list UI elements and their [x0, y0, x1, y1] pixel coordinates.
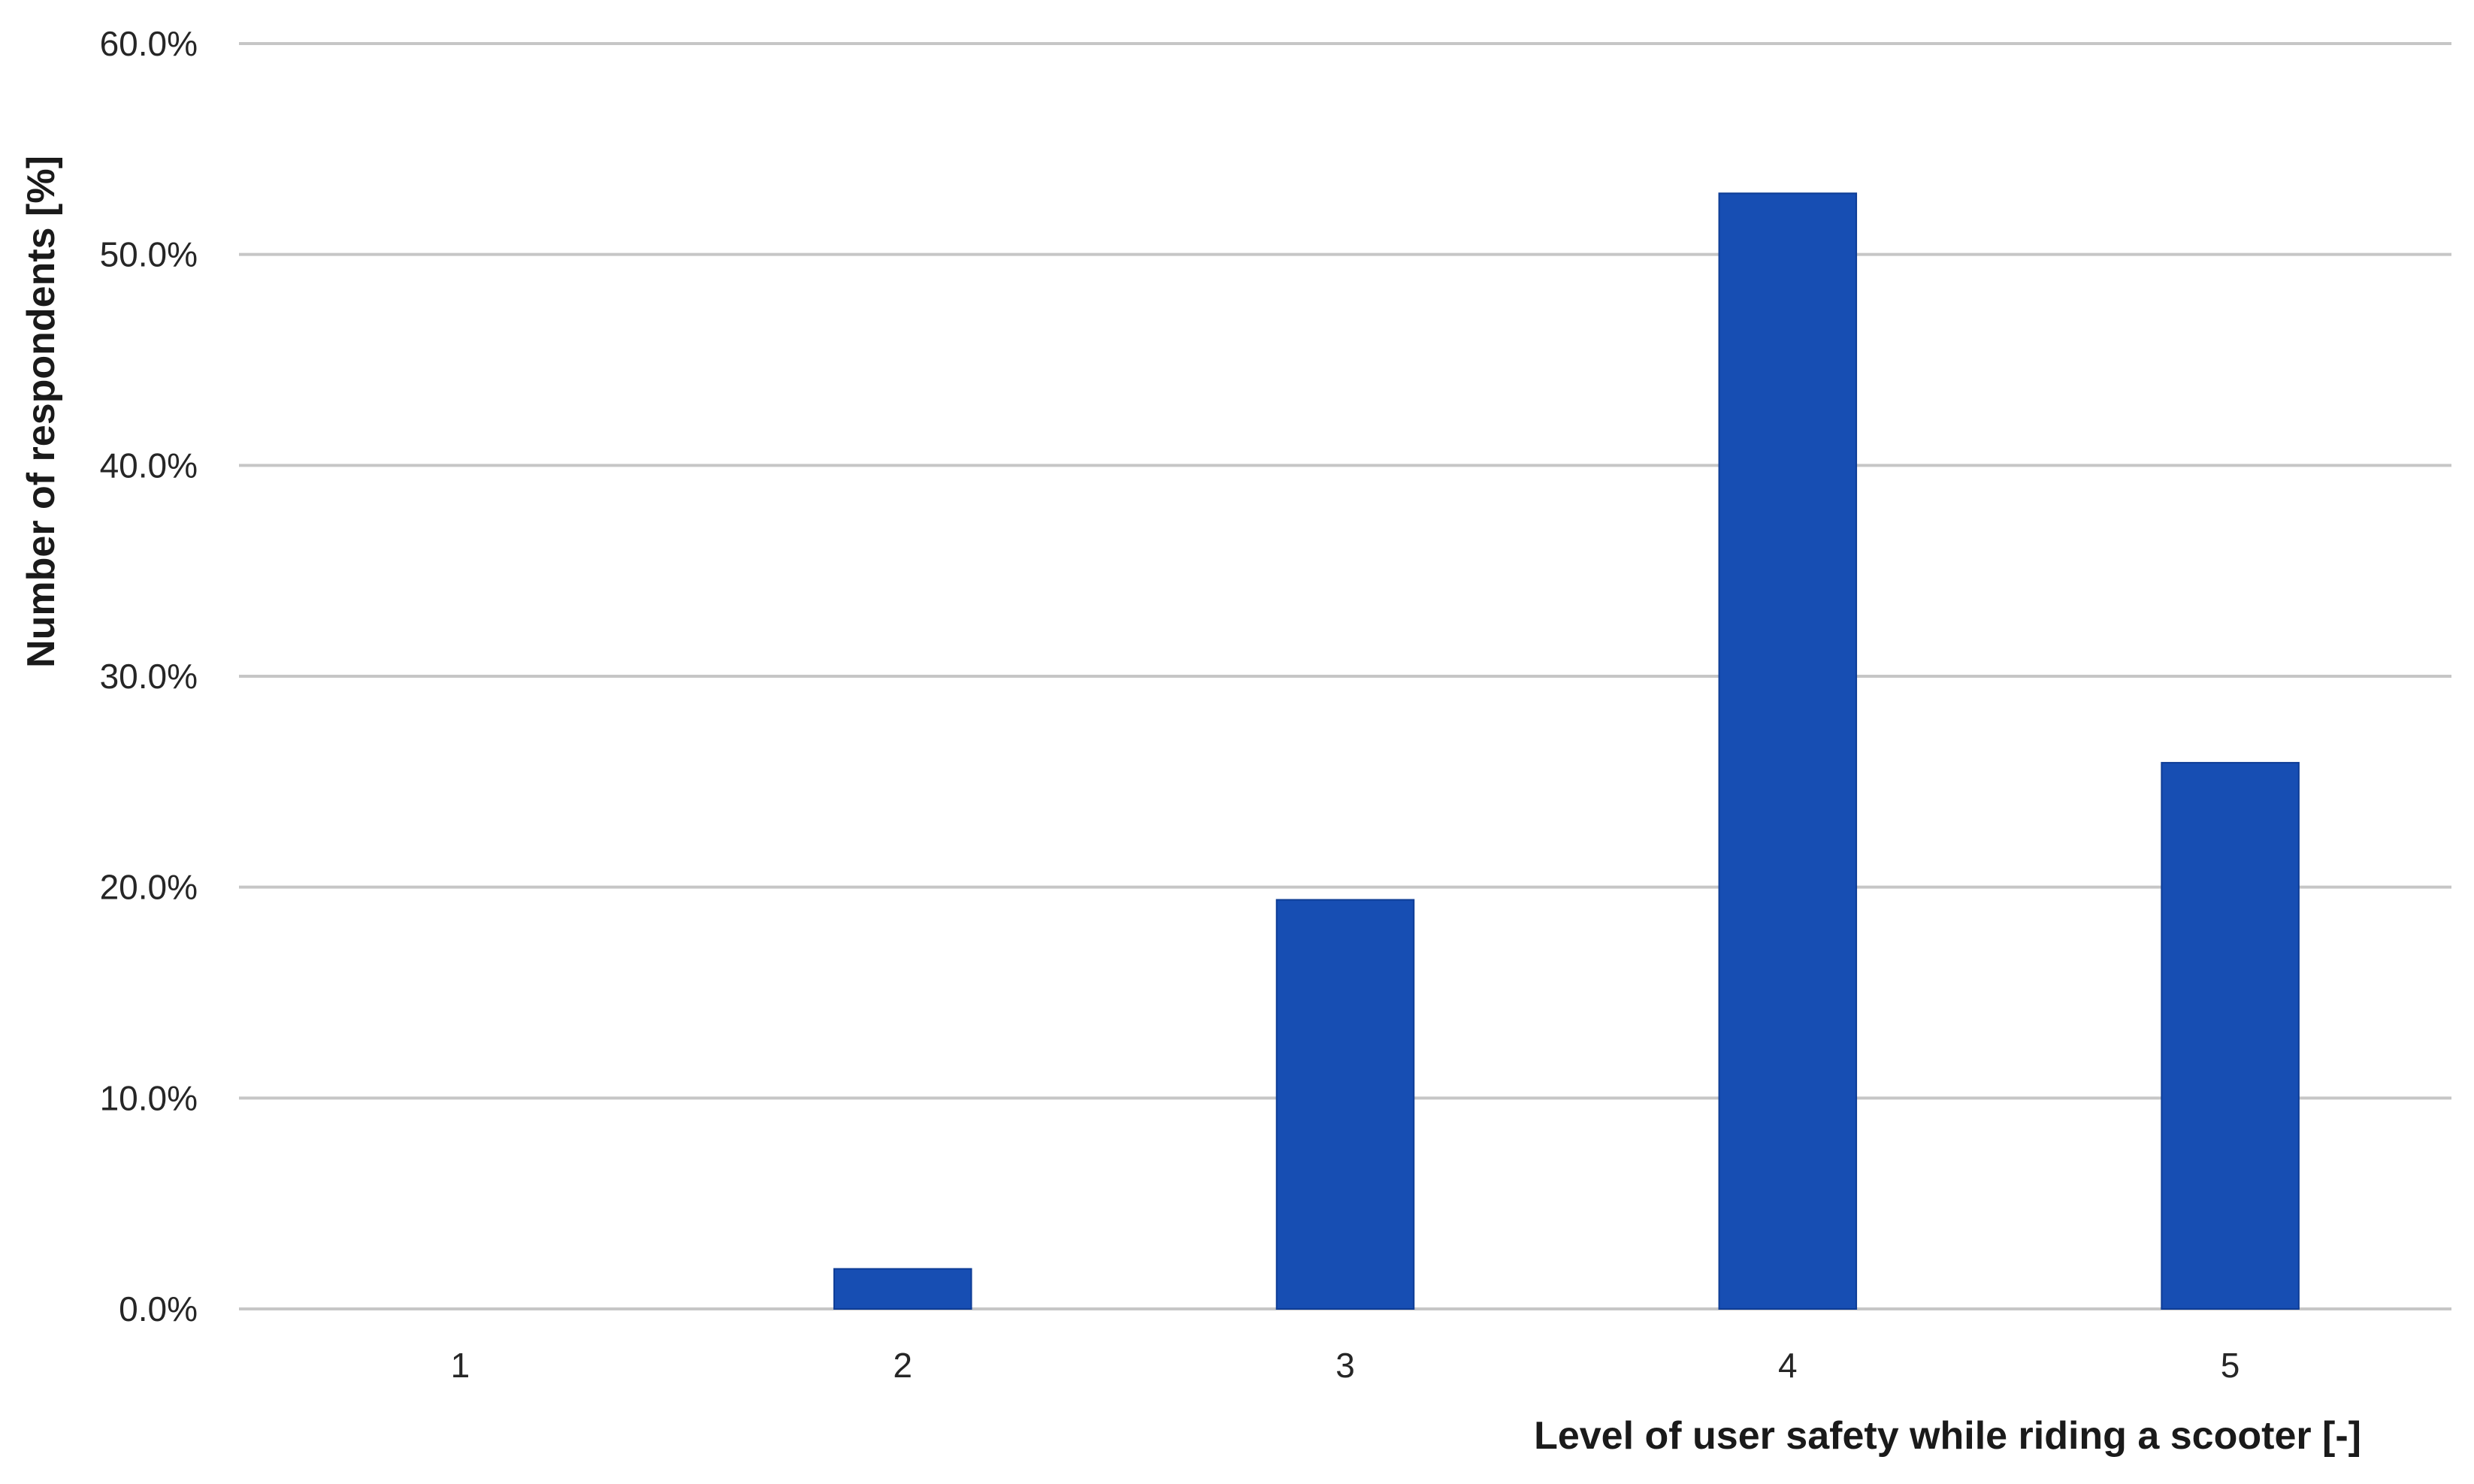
x-axis-ticks: 1 2 3 4 5 [451, 1346, 2240, 1385]
bar-2 [833, 1268, 972, 1310]
bar-4 [1718, 192, 1858, 1310]
x-tick-label: 1 [451, 1346, 470, 1385]
x-tick-label: 4 [1778, 1346, 1798, 1385]
x-tick-label: 3 [1335, 1346, 1355, 1385]
y-tick-label: 50.0% [100, 235, 198, 274]
y-tick-label: 40.0% [100, 446, 198, 485]
y-axis-ticks: 0.0% 10.0% 20.0% 30.0% 40.0% 50.0% 60.0% [100, 24, 198, 1328]
x-tick-label: 5 [2221, 1346, 2240, 1385]
bar-5 [2161, 762, 2300, 1310]
bars [833, 192, 2300, 1310]
gridlines [239, 42, 2451, 1310]
y-tick-label: 0.0% [119, 1289, 198, 1328]
y-tick-label: 10.0% [100, 1078, 198, 1117]
y-tick-label: 60.0% [100, 24, 198, 63]
bar-3 [1275, 899, 1415, 1310]
x-axis-title: Level of user safety while riding a scoo… [1534, 1414, 2361, 1458]
y-tick-label: 30.0% [100, 657, 198, 696]
x-tick-label: 2 [893, 1346, 912, 1385]
y-axis-title: Number of respondents [%] [20, 156, 63, 668]
y-tick-label: 20.0% [100, 868, 198, 907]
